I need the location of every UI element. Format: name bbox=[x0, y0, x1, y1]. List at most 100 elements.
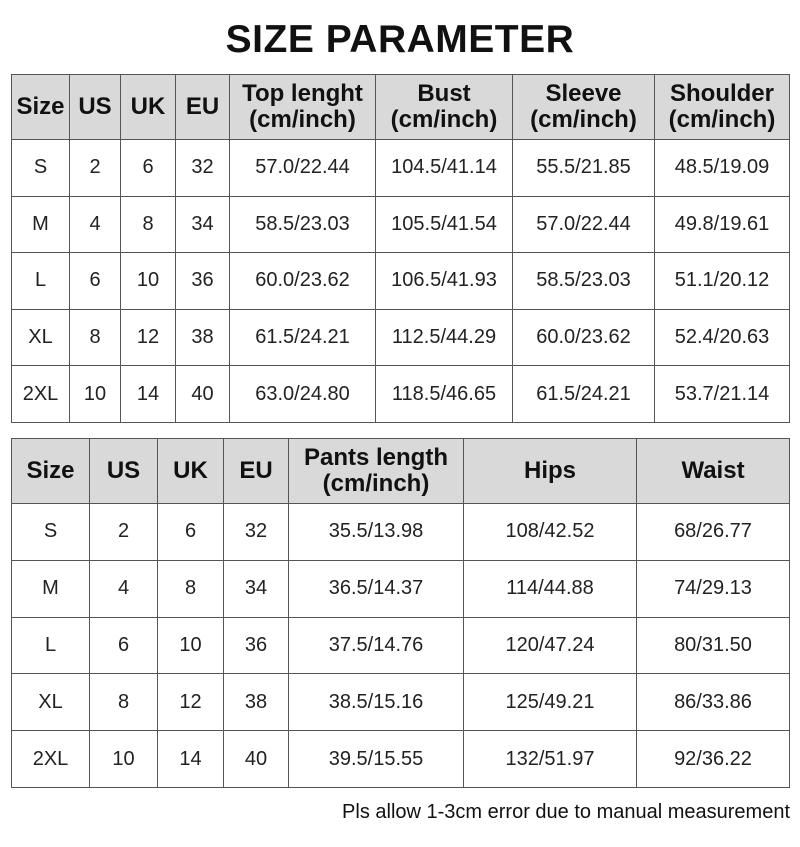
table-row: S 2 6 32 57.0/22.44 104.5/41.14 55.5/21.85 48.5… bbox=[11, 139, 790, 197]
table-cell: 61.5/24.21 bbox=[229, 308, 376, 367]
table-cell: 10 bbox=[157, 616, 224, 675]
column-header: UK bbox=[157, 438, 224, 504]
column-header: Pants length (cm/inch) bbox=[288, 438, 464, 504]
table-cell: 35.5/13.98 bbox=[288, 503, 464, 561]
table-cell: 60.0/23.62 bbox=[229, 252, 376, 310]
table-cell: 32 bbox=[175, 139, 230, 197]
column-header: Size bbox=[11, 74, 70, 140]
table-cell: 10 bbox=[69, 365, 121, 423]
table-cell: L bbox=[11, 616, 90, 675]
table-cell: 48.5/19.09 bbox=[654, 139, 790, 197]
table-cell: 114/44.88 bbox=[463, 559, 637, 618]
header-row: Size US UK EU Pants length (cm/inch) Hips Wais… bbox=[11, 438, 790, 504]
top-size-table: Size US UK EU Top lenght (cm/inch) Bust (cm/i… bbox=[11, 74, 790, 423]
table-cell: 52.4/20.63 bbox=[654, 308, 790, 367]
table-cell: 6 bbox=[157, 503, 224, 561]
table-cell: 4 bbox=[89, 559, 158, 618]
table-cell: 14 bbox=[157, 730, 224, 788]
table-row: 2XL 10 14 40 39.5/15.55 132/51.97 92/36.22 bbox=[11, 730, 790, 788]
table-cell: 40 bbox=[175, 365, 230, 423]
table-cell: 8 bbox=[89, 673, 158, 732]
column-header: Size bbox=[11, 438, 90, 504]
table-cell: 38 bbox=[223, 673, 289, 732]
table-cell: 118.5/46.65 bbox=[375, 365, 513, 423]
table-cell: 58.5/23.03 bbox=[512, 252, 655, 310]
table-cell: 10 bbox=[89, 730, 158, 788]
table-row: M 4 8 34 58.5/23.03 105.5/41.54 57.0/22.44 49.8… bbox=[11, 195, 790, 254]
table-cell: 36 bbox=[175, 252, 230, 310]
column-header: Waist bbox=[636, 438, 790, 504]
table-cell: 86/33.86 bbox=[636, 673, 790, 732]
table-cell: 38.5/15.16 bbox=[288, 673, 464, 732]
table-cell: 80/31.50 bbox=[636, 616, 790, 675]
table-cell: 57.0/22.44 bbox=[512, 195, 655, 254]
table-cell: 38 bbox=[175, 308, 230, 367]
table-cell: 12 bbox=[157, 673, 224, 732]
bottom-size-table: Size US UK EU Pants length (cm/inch) Hips Wais… bbox=[11, 438, 790, 788]
table-cell: 105.5/41.54 bbox=[375, 195, 513, 254]
table-cell: 74/29.13 bbox=[636, 559, 790, 618]
table-cell: 51.1/20.12 bbox=[654, 252, 790, 310]
table-cell: 36 bbox=[223, 616, 289, 675]
table-cell: 8 bbox=[120, 195, 176, 254]
table-cell: 34 bbox=[175, 195, 230, 254]
header-row: Size US UK EU Top lenght (cm/inch) Bust (cm/i… bbox=[11, 74, 790, 140]
column-header: Hips bbox=[463, 438, 637, 504]
table-row: L 6 10 36 60.0/23.62 106.5/41.93 58.5/23.03 51.… bbox=[11, 252, 790, 310]
page-title: SIZE PARAMETER bbox=[225, 18, 575, 61]
column-header: EU bbox=[223, 438, 289, 504]
table-cell: 61.5/24.21 bbox=[512, 365, 655, 423]
column-header: EU bbox=[175, 74, 230, 140]
measurement-note: Pls allow 1-3cm error due to manual meas… bbox=[342, 801, 790, 823]
table-cell: 2XL bbox=[11, 365, 70, 423]
table-cell: XL bbox=[11, 308, 70, 367]
table-cell: S bbox=[11, 139, 70, 197]
table-cell: 57.0/22.44 bbox=[229, 139, 376, 197]
table-cell: 10 bbox=[120, 252, 176, 310]
table-cell: 106.5/41.93 bbox=[375, 252, 513, 310]
table-row: XL 8 12 38 38.5/15.16 125/49.21 86/33.86 bbox=[11, 673, 790, 732]
table-cell: 36.5/14.37 bbox=[288, 559, 464, 618]
table-cell: 132/51.97 bbox=[463, 730, 637, 788]
column-header: US bbox=[69, 74, 121, 140]
table-cell: 53.7/21.14 bbox=[654, 365, 790, 423]
column-header: Bust (cm/inch) bbox=[375, 74, 513, 140]
table-cell: 108/42.52 bbox=[463, 503, 637, 561]
table-cell: 8 bbox=[157, 559, 224, 618]
table-cell: 4 bbox=[69, 195, 121, 254]
table-cell: 39.5/15.55 bbox=[288, 730, 464, 788]
column-header: Sleeve (cm/inch) bbox=[512, 74, 655, 140]
table-cell: 2 bbox=[69, 139, 121, 197]
table-cell: 58.5/23.03 bbox=[229, 195, 376, 254]
table-row: M 4 8 34 36.5/14.37 114/44.88 74/29.13 bbox=[11, 559, 790, 618]
table-cell: 2XL bbox=[11, 730, 90, 788]
table-cell: 63.0/24.80 bbox=[229, 365, 376, 423]
table-cell: 125/49.21 bbox=[463, 673, 637, 732]
table-cell: 40 bbox=[223, 730, 289, 788]
table-row: 2XL 10 14 40 63.0/24.80 118.5/46.65 61.5/24.21… bbox=[11, 365, 790, 423]
table-cell: M bbox=[11, 195, 70, 254]
table-cell: L bbox=[11, 252, 70, 310]
table-cell: 14 bbox=[120, 365, 176, 423]
table-cell: 6 bbox=[120, 139, 176, 197]
table-row: S 2 6 32 35.5/13.98 108/42.52 68/26.77 bbox=[11, 503, 790, 561]
table-cell: 60.0/23.62 bbox=[512, 308, 655, 367]
table-cell: 37.5/14.76 bbox=[288, 616, 464, 675]
column-header: Shoulder (cm/inch) bbox=[654, 74, 790, 140]
column-header: US bbox=[89, 438, 158, 504]
table-cell: XL bbox=[11, 673, 90, 732]
table-cell: 6 bbox=[69, 252, 121, 310]
table-cell: 8 bbox=[69, 308, 121, 367]
table-cell: 34 bbox=[223, 559, 289, 618]
table-cell: 55.5/21.85 bbox=[512, 139, 655, 197]
table-cell: M bbox=[11, 559, 90, 618]
column-header: Top lenght (cm/inch) bbox=[229, 74, 376, 140]
table-row: XL 8 12 38 61.5/24.21 112.5/44.29 60.0/23.62 52… bbox=[11, 308, 790, 367]
table-cell: 6 bbox=[89, 616, 158, 675]
table-cell: 32 bbox=[223, 503, 289, 561]
table-cell: 120/47.24 bbox=[463, 616, 637, 675]
table-cell: 2 bbox=[89, 503, 158, 561]
table-cell: 49.8/19.61 bbox=[654, 195, 790, 254]
table-cell: 104.5/41.14 bbox=[375, 139, 513, 197]
column-header: UK bbox=[120, 74, 176, 140]
